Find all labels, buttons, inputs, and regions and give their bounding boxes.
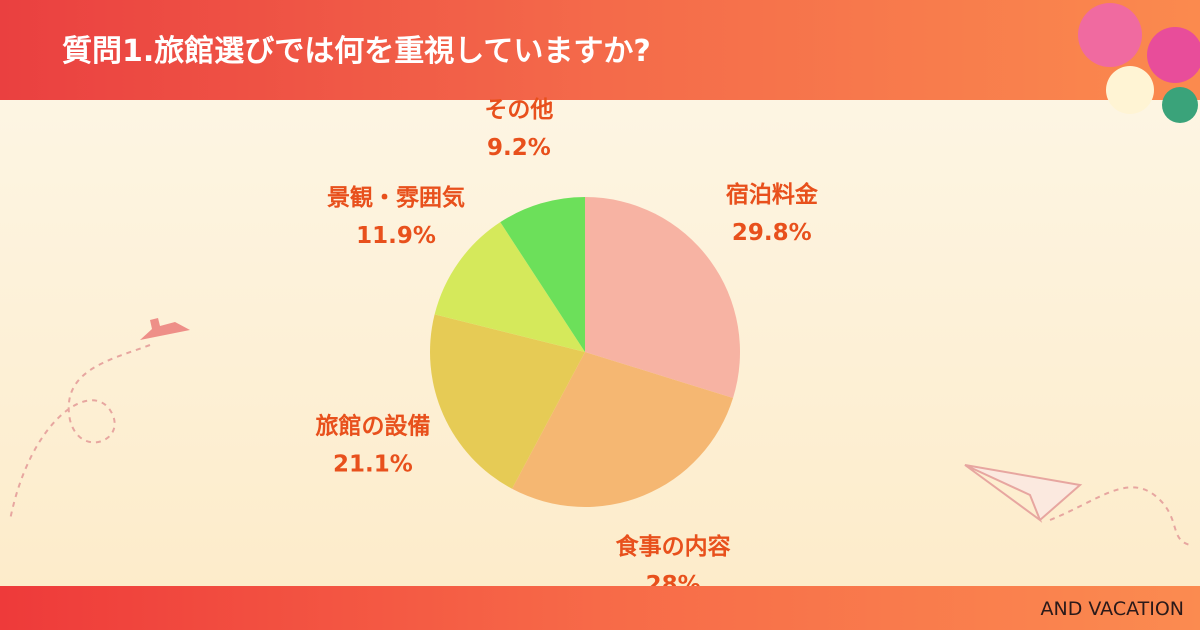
decoration bbox=[9, 344, 1191, 546]
value-label: 9.2% bbox=[487, 135, 551, 161]
header: 質問1.旅館選びでは何を重視していますか? bbox=[0, 0, 1200, 100]
flower-decoration bbox=[1078, 3, 1200, 123]
slice-label: 宿泊料金 bbox=[726, 181, 819, 208]
pie-slice bbox=[429, 314, 585, 489]
slice-label: 旅館の設備 bbox=[315, 413, 430, 440]
value-label: 29.8% bbox=[732, 220, 812, 246]
pie-slice bbox=[585, 197, 740, 399]
slice-label: 食事の内容 bbox=[616, 533, 731, 560]
airplane-icon bbox=[140, 318, 190, 340]
slice-label: 景観・雰囲気 bbox=[327, 184, 465, 211]
slice-label: その他 bbox=[484, 97, 553, 123]
value-label: 21.1% bbox=[333, 452, 413, 478]
footer: AND VACATION bbox=[0, 586, 1200, 630]
pie-slice bbox=[500, 197, 585, 352]
title: 質問1.旅館選びでは何を重視していますか? bbox=[62, 34, 651, 69]
brand: AND VACATION bbox=[1040, 598, 1185, 620]
pie-slice bbox=[434, 222, 585, 352]
pie-slice bbox=[512, 352, 734, 507]
value-label: 11.9% bbox=[356, 223, 436, 249]
paper-plane-icon bbox=[964, 464, 1083, 523]
